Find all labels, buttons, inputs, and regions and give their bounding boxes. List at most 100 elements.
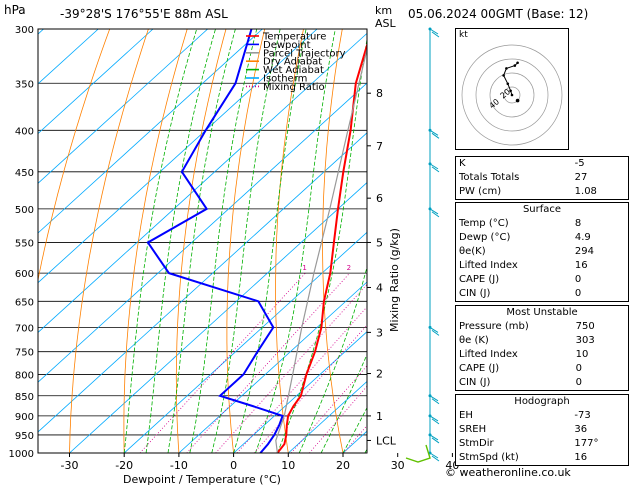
hodograph-table: Hodograph EH -73 SREH 36 StmDir 177° StmSpd (k… [455,394,629,466]
table-row: CIN (J) 0 [456,287,629,302]
row-label: Lifted Index [459,349,518,360]
height-tick-label: 6 [376,192,383,205]
wind-barb [429,163,439,170]
table-row: Pressure (mb) 750 [456,320,629,334]
row-label: K [459,158,466,169]
row-label: CIN (J) [459,288,491,299]
isotherm-line [38,29,154,135]
most-unstable-table: Most Unstable Pressure (mb) 750 θe (K) 303 L… [455,305,629,391]
hodograph-point [502,74,505,77]
wind-barb [429,415,439,422]
indices-table: K -5 Totals Totals 27 PW (cm) 1.08 [455,156,629,200]
wind-barb [431,166,440,173]
hodograph-unit: kt [459,30,468,40]
row-value: 294 [574,246,594,257]
mixing-ratio-label: 5 [410,264,414,272]
row-label: θe(K) [459,246,486,257]
row-value: 8 [574,218,582,229]
wind-barb [431,455,440,462]
isotherm-line [38,82,367,383]
hodograph-point [516,61,519,65]
legend-label: Temperature [262,32,326,43]
wind-barb-dot [428,433,432,437]
table-row: CAPE (J) 0 [456,273,629,287]
row-label: Pressure (mb) [459,321,529,332]
wet-adiabat-line [211,29,281,453]
wind-barb-dot [428,27,432,31]
isotherm-line [38,29,318,284]
table-row: θe(K) 294 [456,245,629,259]
pressure-tick-label: 1000 [9,449,34,460]
hodograph-point [510,93,514,97]
legend-label: Parcel Trajectory [263,48,346,59]
mixing-ratio-label: 3 [374,264,378,272]
row-label: CAPE (J) [459,274,500,285]
pressure-tick-label: 350 [15,79,34,90]
row-label: PW (cm) [459,186,502,197]
row-value: 0 [575,363,583,374]
row-label: Temp (°C) [459,218,509,229]
temp-tick-label: -30 [61,459,79,472]
hodograph-table-title: Hodograph [514,396,570,407]
legend-label: Wet Adiabat [263,65,324,76]
pressure-tick-label: 850 [15,392,34,403]
mixing-ratio-label: 1 [302,264,306,272]
wet-adiabat-line [123,29,198,453]
height-tick-label: LCL [376,434,397,447]
row-value: 27 [574,172,588,183]
pressure-tick-label: 300 [15,25,34,36]
temp-tick-label: 20 [336,459,350,472]
isotherm-line [123,231,367,453]
table-row: CIN (J) 0 [456,376,629,391]
wind-barb-dot [428,414,432,418]
hodograph-point [505,67,508,70]
hodograph-ring [475,58,549,132]
table-row: CAPE (J) 0 [456,362,629,376]
wet-adiabat-line [145,29,216,453]
row-label: Lifted Index [459,260,518,271]
hpa-label: hPa [4,3,26,17]
wind-profile [405,27,440,463]
row-label: θe (K) [459,335,489,346]
wind-barb [429,28,439,35]
mixing-ratio-label: 2 [347,264,351,272]
row-label: Dewp (°C) [459,232,511,243]
pressure-tick-label: 800 [15,370,34,381]
wind-barb [429,395,439,402]
dry-adiabat-line [226,29,266,453]
hodograph-point [509,89,512,93]
temp-tick-label: 10 [281,459,295,472]
temp-tick-label: 30 [391,459,405,472]
storm-motion-marker [515,98,520,103]
height-tick-label: 5 [376,236,383,249]
row-value: 0 [574,274,582,285]
wet-adiabat-line [342,406,367,453]
row-label: CIN (J) [459,377,491,388]
height-tick-label: 3 [376,326,383,339]
location-title: -39°28'S 176°55'E 88m ASL [60,7,228,21]
wind-barb [431,398,440,405]
pressure-tick-label: 600 [15,269,34,280]
wind-barb-dot [428,325,432,329]
x-axis-label: Dewpoint / Temperature (°C) [123,473,281,486]
wind-barb [431,437,440,444]
row-label: Totals Totals [459,172,520,183]
wind-barb [431,418,440,425]
row-value: 36 [574,424,588,435]
row-value: 303 [575,335,595,346]
wind-barb [431,329,440,336]
wind-barb [429,129,439,136]
table-row: EH -73 [456,409,629,423]
row-label: EH [459,410,473,421]
row-value: -73 [574,410,591,421]
most-unstable-title: Most Unstable [506,307,578,318]
dry-adiabat-line [322,29,344,453]
legend-label: Dewpoint [263,40,311,51]
mixing-ratio-line [215,283,367,453]
height-tick-label: 8 [376,87,383,100]
height-tick-label: 2 [376,368,383,381]
row-value: 1.08 [574,186,597,197]
hodograph-ring [489,72,535,118]
wet-adiabat-line [167,29,236,453]
